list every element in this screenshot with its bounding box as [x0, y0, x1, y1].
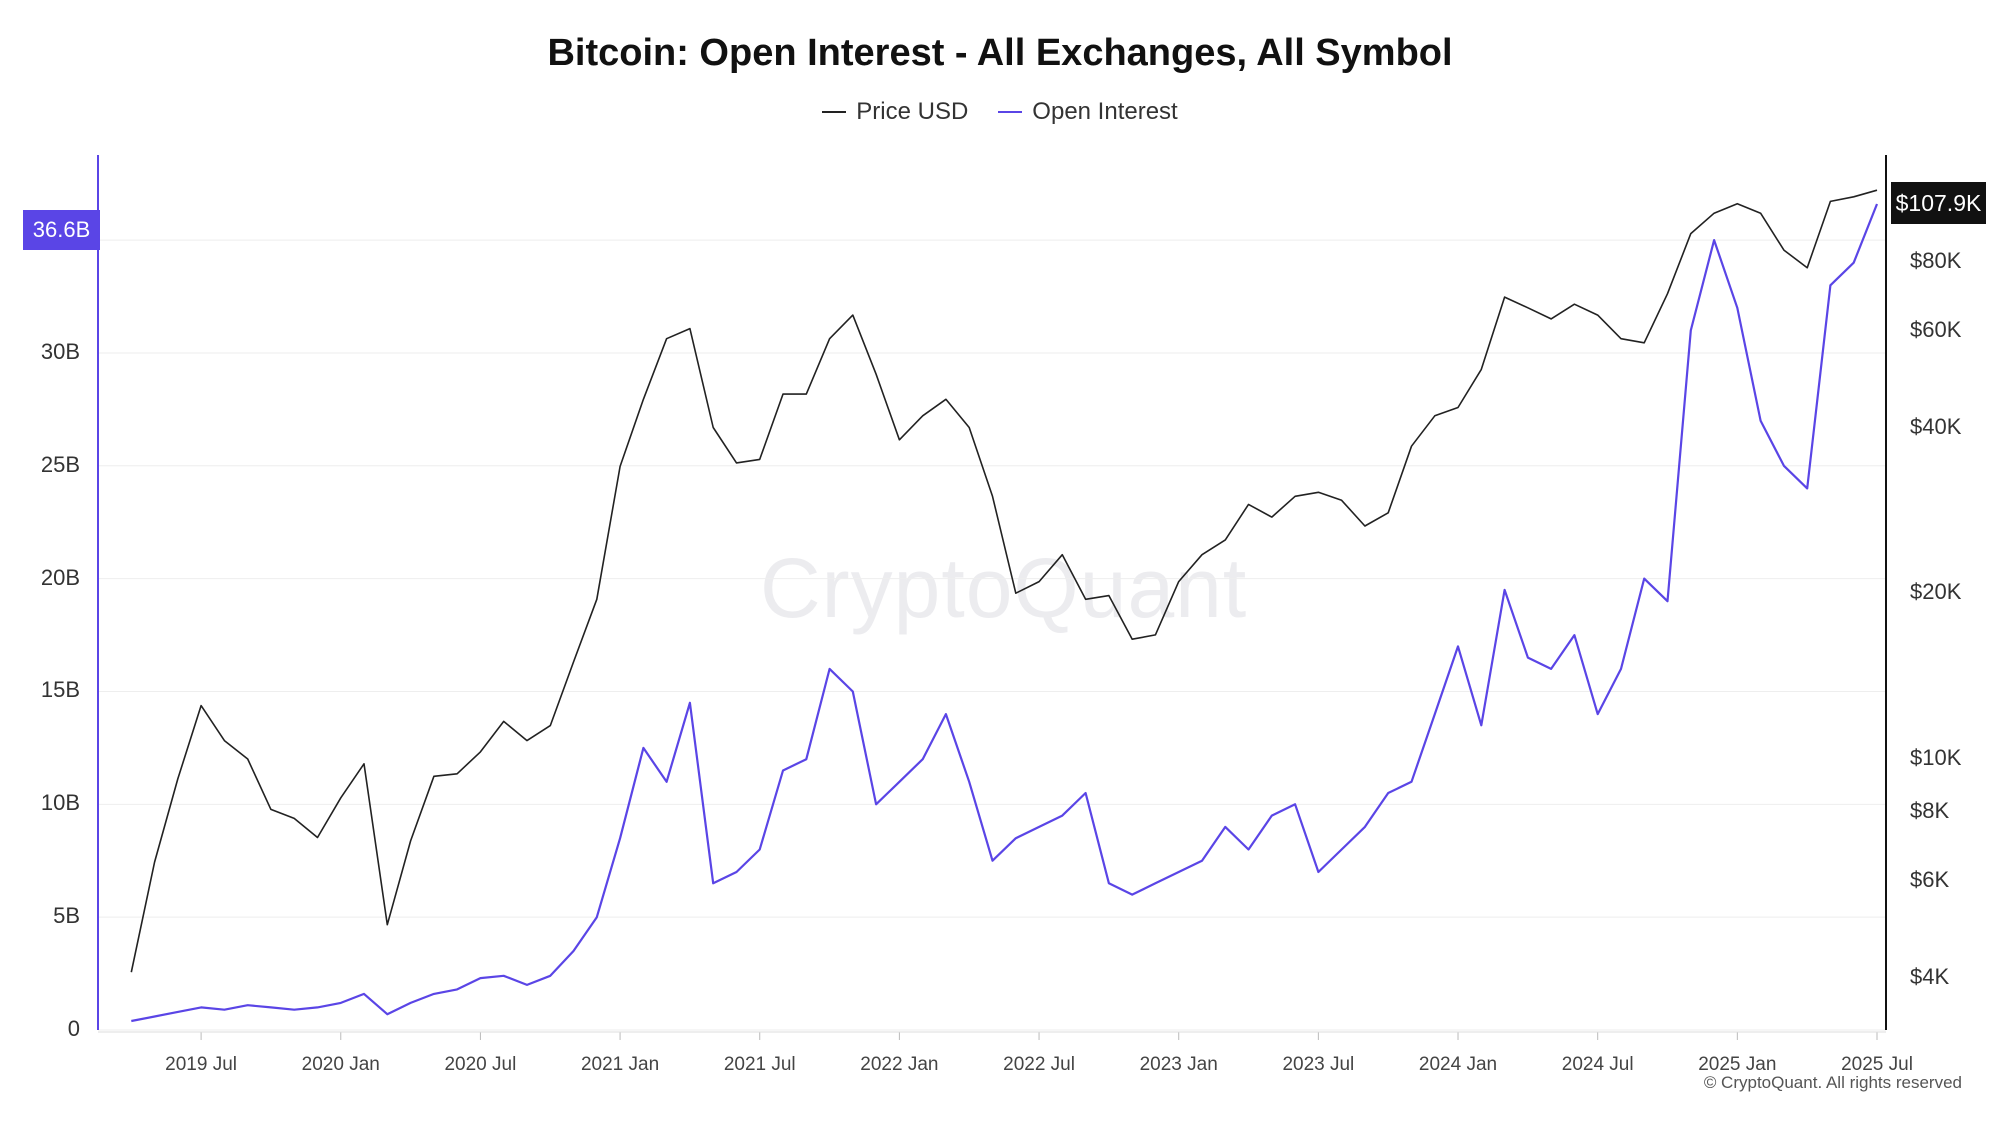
watermark-text: CryptoQuant	[760, 541, 1248, 635]
x-tick-label: 2020 Jan	[301, 1054, 380, 1075]
y-right-tick-label: $4K	[1910, 964, 1950, 990]
y-left-tick-label: 20B	[40, 564, 80, 590]
chart-title: Bitcoin: Open Interest - All Exchanges, …	[547, 32, 1453, 74]
grid-lines	[98, 239, 1886, 1031]
series-layer	[130, 189, 1879, 1023]
y-right-tick-label: $6K	[1910, 867, 1950, 893]
y-left-tick-label: 25B	[40, 451, 80, 477]
y-left-tick-label: 5B	[53, 903, 80, 929]
y-left-tick-label: 10B	[40, 790, 80, 816]
legend-swatch-price	[822, 111, 847, 113]
y-right-tick-label: $60K	[1910, 316, 1962, 342]
x-tick-label: 2022 Jan	[860, 1054, 939, 1075]
y-right-tick-label: $20K	[1910, 579, 1962, 605]
legend: Price USD Open Interest	[0, 98, 2000, 126]
x-tick-label: 2024 Jul	[1561, 1054, 1634, 1075]
legend-item-price[interactable]: Price USD	[822, 98, 968, 126]
x-tick-label: 2025 Jul	[1841, 1054, 1913, 1075]
x-tick-label: 2021 Jul	[723, 1054, 796, 1075]
series-line-open-interest	[131, 203, 1879, 1023]
y-right-tick-label: $80K	[1910, 247, 1962, 273]
x-tick-label: 2023 Jul	[1282, 1054, 1355, 1075]
copyright-text: © CryptoQuant. All rights reserved	[1703, 1073, 1962, 1092]
y-left-tick-label: 0	[67, 1016, 80, 1041]
legend-label-price: Price USD	[856, 98, 969, 125]
x-tick-label: 2021 Jan	[580, 1054, 660, 1075]
x-tick-label: 2023 Jan	[1139, 1054, 1218, 1075]
current-open-interest-badge: 36.6B	[23, 210, 100, 250]
x-tick-label: 2019 Jul	[165, 1054, 238, 1075]
y-left-tick-label: 30B	[40, 338, 80, 364]
y-right-tick-label: $40K	[1910, 413, 1962, 439]
axes	[97, 155, 1887, 1040]
y-right-tick-label: $10K	[1910, 744, 1962, 770]
x-tick-label: 2020 Jul	[444, 1054, 517, 1075]
legend-item-open-interest[interactable]: Open Interest	[998, 98, 1178, 126]
legend-swatch-open-interest	[998, 111, 1023, 113]
y-left-tick-label: 15B	[40, 677, 80, 703]
current-price-badge: $107.9K	[1891, 182, 1986, 224]
series-line-price-usd	[130, 189, 1878, 973]
x-tick-label: 2022 Jul	[1003, 1054, 1075, 1075]
x-tick-label: 2025 Jan	[1698, 1054, 1777, 1075]
x-tick-label: 2024 Jan	[1418, 1054, 1498, 1075]
y-right-tick-label: $8K	[1910, 798, 1950, 824]
legend-label-open-interest: Open Interest	[1032, 98, 1178, 125]
